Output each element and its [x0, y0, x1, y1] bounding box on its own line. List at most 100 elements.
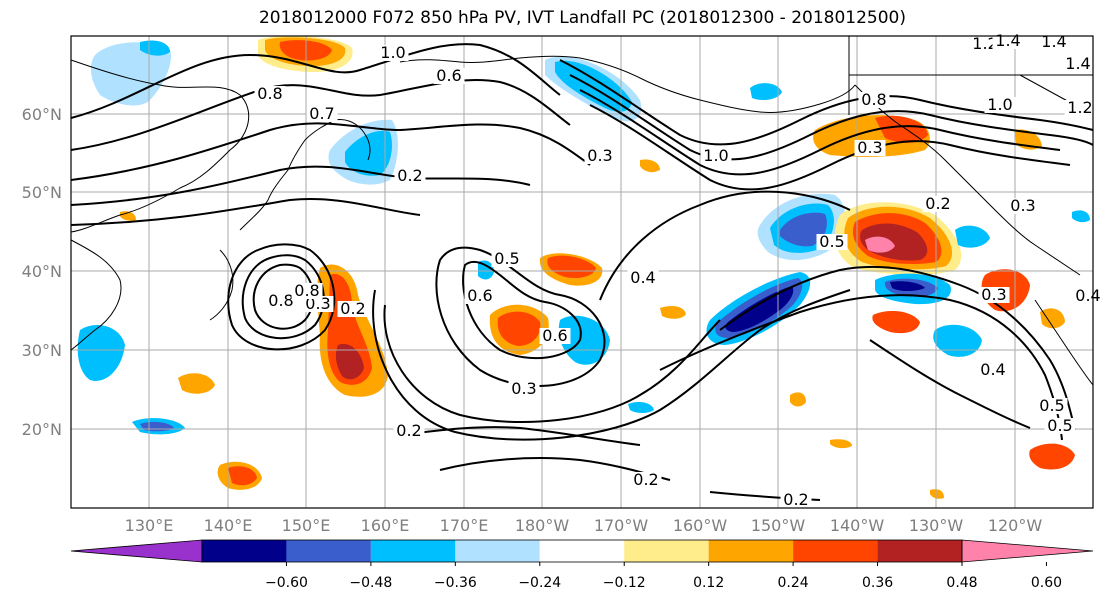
contour-label: 0.3 [1010, 196, 1035, 215]
longitude-label: 140°E [204, 516, 253, 535]
longitude-label: 170°W [594, 516, 649, 535]
contour-label: 0.2 [340, 299, 365, 318]
contour-label: 0.5 [819, 232, 844, 251]
latitude-label: 50°N [22, 183, 62, 202]
longitude-label: 120°W [988, 516, 1043, 535]
contour-label: 0.3 [981, 285, 1006, 304]
contour-label-bg [1044, 418, 1076, 434]
colorbar-tick-label: 0.60 [1031, 575, 1062, 591]
contour-label: 0.2 [783, 490, 808, 509]
contour-label-bg [464, 288, 496, 304]
longitude-label: 150°W [751, 516, 806, 535]
colorbar-tick-label: 0.12 [693, 575, 724, 591]
colorbar-frame [201, 539, 963, 563]
contour-label: 1.2 [972, 34, 997, 53]
contour-label-bg [1062, 56, 1094, 72]
map-frame [70, 35, 1094, 509]
contour-label: 0.8 [294, 281, 319, 300]
contour-label-bg [922, 196, 954, 212]
latitude-label: 30°N [22, 341, 62, 360]
contour-label-bg [377, 45, 409, 61]
contour-label: 1.0 [987, 95, 1012, 114]
colorbar-segment [286, 540, 371, 562]
longitude-label: 130°W [909, 516, 964, 535]
contour-label-bg [992, 33, 1024, 49]
contour-label-bg [584, 148, 616, 164]
colorbar: −0.60 −0.48 −0.36 −0.24 −0.12 0.12 0.24 0.36 0.4… [70, 539, 1094, 591]
colorbar-segment [793, 540, 878, 562]
map-title: 2018012000 F072 850 hPa PV, IVT Landfall… [258, 8, 906, 28]
contour-label-bg [977, 362, 1009, 378]
contour-label-bg [265, 293, 297, 309]
latitude-label: 40°N [22, 262, 62, 281]
contour-label-bg [1064, 100, 1096, 116]
colorbar-segment [455, 540, 540, 562]
contour-label: 0.3 [587, 146, 612, 165]
contour-label-bg [302, 296, 334, 312]
contour-label: 0.6 [542, 326, 567, 345]
contour-label: 0.4 [1075, 286, 1100, 305]
contour-label: 0.7 [309, 104, 334, 123]
latitude-labels: 60°N 50°N 40°N 30°N 20°N [22, 105, 62, 439]
colorbar-extend-max [961, 539, 1094, 563]
colorbar-tick-label: −0.36 [434, 575, 477, 591]
contour-label: 0.8 [257, 84, 282, 103]
colorbar-tick-label: 0.48 [946, 575, 977, 591]
colorbar-tick-label: 0.36 [862, 575, 893, 591]
contour-label: 0.4 [630, 268, 655, 287]
contour-label: 1.4 [995, 31, 1020, 50]
contour-label: 0.3 [511, 379, 536, 398]
contour-label-bg [858, 92, 890, 108]
contour-label-bg [1072, 288, 1104, 304]
contour-label: 0.8 [861, 90, 886, 109]
contour-label: 1.0 [703, 146, 728, 165]
contour-label: 0.6 [436, 66, 461, 85]
colorbar-segment [708, 540, 794, 562]
contour-label: 0.5 [1039, 396, 1064, 415]
contour-label: 0.2 [925, 194, 950, 213]
longitude-label: 180°W [515, 516, 570, 535]
colorbar-tick-label: 0.24 [778, 575, 809, 591]
contour-label-bg [393, 423, 425, 439]
longitude-labels: 130°E 140°E 150°E 160°E 170°E 180°W 170°W 160°W… [125, 516, 1043, 535]
contour-label: 0.4 [980, 360, 1005, 379]
longitude-label: 140°W [830, 516, 885, 535]
contour-label: 0.2 [397, 166, 422, 185]
contour-label-bg [700, 148, 732, 164]
longitude-label: 170°E [440, 516, 489, 535]
contour-label-bg [539, 328, 571, 344]
contour-label: 1.4 [1041, 32, 1066, 51]
contour-label: 0.2 [633, 470, 658, 489]
colorbar-segment [624, 540, 709, 562]
pv-contours [70, 43, 1094, 501]
coastlines [70, 36, 1094, 386]
contour-label: 1.4 [1065, 54, 1090, 73]
contour-label: 0.6 [467, 286, 492, 305]
contour-label: 0.8 [268, 291, 293, 310]
contour-label: 0.5 [494, 249, 519, 268]
contour-label-bg [433, 68, 465, 84]
pc-shading-layer [77, 36, 1090, 499]
contour-label-bg [491, 251, 523, 267]
colorbar-segment [202, 540, 287, 562]
colorbar-segment [370, 540, 456, 562]
contour-label: 0.5 [1047, 416, 1072, 435]
contour-label: 1.2 [1067, 98, 1092, 117]
contour-label: 0.2 [396, 421, 421, 440]
colorbar-tick-label: −0.24 [518, 575, 561, 591]
contour-label-bg [630, 472, 662, 488]
contour-label-bg [1007, 198, 1039, 214]
contour-label-bg [780, 492, 812, 508]
contour-label-bg [508, 381, 540, 397]
contour-label-bg [978, 287, 1010, 303]
contour-labels: 1.00.61.21.40.80.70.81.00.20.40.30.8 0.30… [254, 31, 1104, 509]
contour-label-bg [306, 106, 338, 122]
longitude-label: 160°W [673, 516, 728, 535]
contour-label-bg [816, 234, 848, 250]
colorbar-segment [877, 540, 962, 562]
contour-label-bg [1036, 398, 1068, 414]
contour-label-bg [394, 168, 426, 184]
contour-label-bg [291, 283, 323, 299]
contour-label-bg [1038, 34, 1070, 50]
